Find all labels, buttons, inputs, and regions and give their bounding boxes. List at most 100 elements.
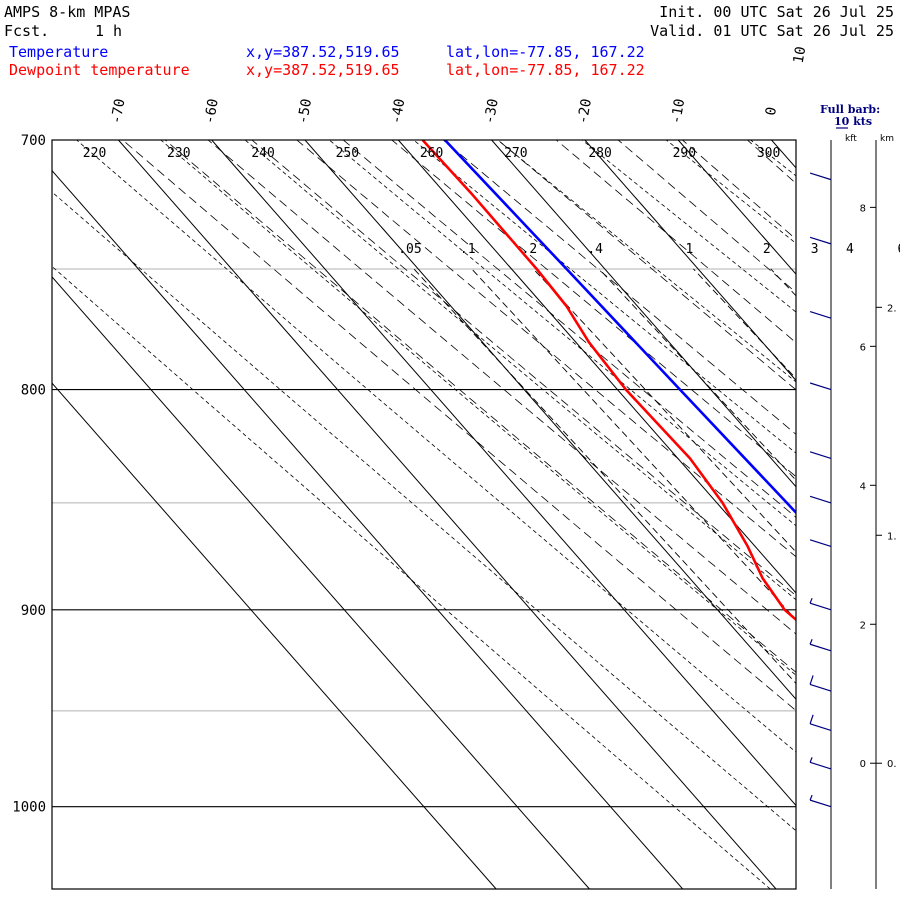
- kft-label: 6: [860, 342, 866, 353]
- moist-adiabat-line: [681, 140, 796, 240]
- wind-barb: [809, 723, 832, 731]
- moist-adiabat-line: [296, 140, 796, 558]
- moist-adiabat-line: [164, 140, 796, 673]
- km-label: 2.: [887, 303, 897, 314]
- mixing-ratio-line: [693, 268, 796, 380]
- moist-adiabat-line: [617, 140, 796, 294]
- pressure-label: 700: [21, 133, 46, 149]
- theta-label: 300: [757, 146, 780, 161]
- theta-label: 240: [251, 146, 274, 161]
- km-label: 0.: [887, 759, 897, 770]
- isotherm-line: [304, 140, 796, 700]
- wind-barb: [809, 683, 832, 692]
- moist-adiabat-line: [122, 140, 796, 712]
- isotherm-line: [865, 140, 900, 889]
- valid-time: Valid. 01 UTC Sat 26 Jul 25: [650, 22, 894, 40]
- mixing-ratio-label: 1: [686, 242, 694, 257]
- temperature-profile-line: [443, 140, 796, 515]
- pressure-label: 800: [21, 383, 46, 399]
- wind-barb: [809, 643, 832, 652]
- mixing-ratio-label: .4: [587, 242, 603, 257]
- pressure-label: 1000: [12, 800, 46, 816]
- kft-axis-label: kft: [845, 134, 857, 144]
- mixing-ratio-label: 3: [811, 242, 819, 257]
- isotherm-label: -70: [108, 97, 128, 125]
- kft-label: 4: [860, 481, 866, 492]
- model-title: AMPS 8-km MPAS: [4, 3, 131, 21]
- plot-frame: [51, 139, 797, 890]
- temperature-xy: x,y=387.52,519.65: [246, 43, 400, 61]
- wind-barb: [809, 602, 832, 611]
- wind-barb-half: [809, 597, 813, 604]
- isotherm-line: [491, 140, 796, 488]
- theta-label: 230: [167, 146, 190, 161]
- wind-barb-flag: [809, 675, 814, 685]
- isotherm-line: [397, 140, 796, 594]
- isotherm-line: [118, 140, 777, 889]
- mixing-ratio-label: .05: [398, 242, 421, 257]
- wind-barb: [809, 382, 832, 391]
- isotherm-label: -10: [668, 97, 688, 125]
- dewpoint-latlon: lat,lon=-77.85, 167.22: [446, 61, 645, 79]
- moist-adiabat-line: [251, 140, 796, 597]
- dry-adiabat-line: [328, 140, 796, 527]
- wind-barb: [809, 451, 832, 459]
- dewpoint-legend: Dewpoint temperature: [9, 61, 190, 79]
- isotherm-line: [52, 382, 497, 889]
- wind-barb-half: [809, 639, 813, 645]
- mixing-ratio-label: .1: [460, 242, 476, 257]
- isotherm-line: [584, 140, 796, 382]
- dry-adiabat-line: [749, 140, 796, 177]
- dry-adiabat-line: [581, 140, 796, 313]
- temperature-legend: Temperature: [9, 43, 109, 61]
- wind-barb: [809, 172, 832, 181]
- mixing-ratio-line: [413, 268, 796, 685]
- theta-label: 250: [336, 146, 359, 161]
- temperature-latlon: lat,lon=-77.85, 167.22: [446, 43, 645, 61]
- mixing-ratio-line: [854, 269, 900, 889]
- moist-adiabat-line: [870, 137, 900, 889]
- mixing-ratio-label: 2: [763, 242, 771, 257]
- dry-adiabat-line: [160, 140, 796, 676]
- moist-adiabat-line: [808, 137, 900, 889]
- dry-adiabat-line: [412, 140, 796, 454]
- wind-barb: [809, 799, 832, 808]
- dewpoint-profile-line: [421, 140, 796, 622]
- isotherm-label: -50: [295, 97, 315, 125]
- wind-barb: [809, 236, 832, 245]
- isotherm-label: 10: [791, 45, 810, 64]
- pressure-label: 900: [21, 603, 46, 619]
- mixing-ratio-line: [471, 268, 796, 621]
- theta-label: 290: [673, 146, 696, 161]
- mixing-ratio-line: [770, 268, 796, 297]
- wind-barb-half: [809, 794, 813, 801]
- isotherm-line: [52, 276, 590, 889]
- mixing-ratio-line: [598, 268, 796, 481]
- dry-adiabat-line: [244, 140, 796, 601]
- barb-legend-title: Full barb:: [820, 103, 881, 116]
- wind-barb-half: [809, 757, 813, 763]
- isotherm-line: [52, 169, 684, 889]
- moist-adiabat-line: [342, 140, 796, 518]
- moist-adiabat-line: [442, 140, 796, 435]
- moist-adiabat-line: [497, 140, 796, 391]
- theta-label: 280: [588, 146, 611, 161]
- dry-adiabat-line: [75, 140, 796, 753]
- barb-legend-speed: 10 kts: [834, 115, 873, 128]
- mixing-ratio-label: 4: [846, 242, 854, 257]
- isotherm-label: 0: [763, 106, 780, 117]
- wind-barb: [809, 761, 832, 770]
- isotherm-line: [211, 140, 796, 807]
- kft-label: 8: [860, 203, 866, 214]
- isotherm-line: [677, 140, 796, 275]
- kft-label: 2: [860, 620, 866, 631]
- theta-label: 270: [504, 146, 527, 161]
- wind-barb: [809, 539, 832, 547]
- isotherm-label: -40: [388, 97, 408, 125]
- moist-adiabat-line: [391, 140, 796, 478]
- moist-adiabat-line: [555, 140, 796, 344]
- mixing-ratio-label: 6: [897, 242, 900, 257]
- isotherm-label: -20: [575, 97, 595, 125]
- dry-adiabat-line: [52, 191, 796, 832]
